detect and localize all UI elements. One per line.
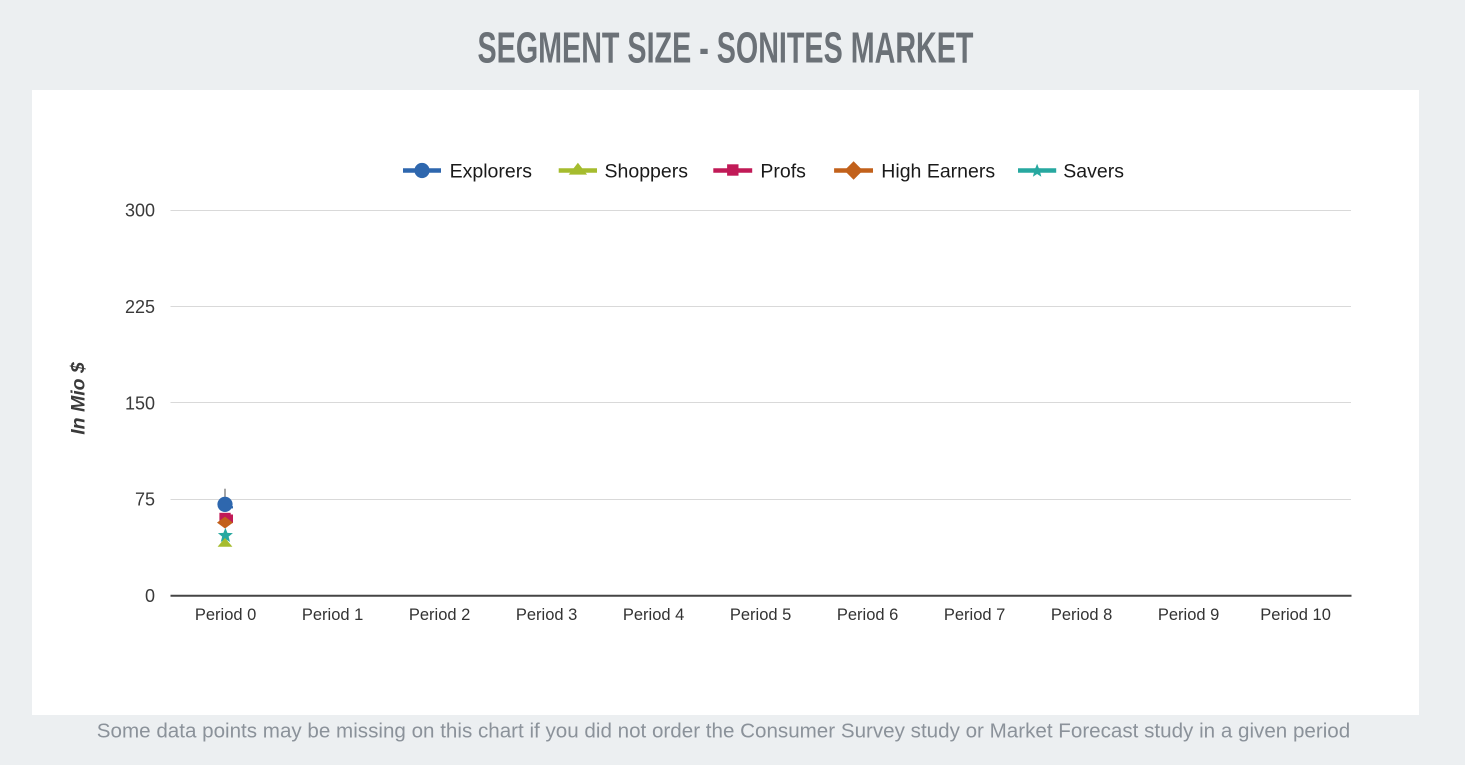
svg-text:75: 75 (135, 490, 155, 510)
svg-text:300: 300 (125, 201, 155, 221)
svg-text:In Mio $: In Mio $ (68, 361, 90, 435)
svg-text:Period 9: Period 9 (1158, 606, 1219, 624)
svg-text:150: 150 (125, 393, 155, 413)
svg-text:225: 225 (125, 297, 155, 317)
svg-text:High Earners: High Earners (881, 161, 995, 183)
svg-text:Period 5: Period 5 (730, 606, 791, 624)
svg-text:Period 1: Period 1 (302, 606, 363, 624)
svg-text:Period 8: Period 8 (1051, 606, 1112, 624)
svg-text:Savers: Savers (1063, 161, 1124, 183)
svg-text:Shoppers: Shoppers (605, 161, 689, 183)
svg-text:0: 0 (145, 586, 155, 606)
svg-text:Period 7: Period 7 (944, 606, 1005, 624)
svg-text:Period 2: Period 2 (409, 606, 470, 624)
svg-text:Some data points may be missin: Some data points may be missing on this … (97, 720, 1350, 743)
svg-text:Period 10: Period 10 (1260, 606, 1331, 624)
svg-text:SEGMENT SIZE - SONITES MARKET: SEGMENT SIZE - SONITES MARKET (478, 24, 974, 72)
svg-text:Explorers: Explorers (450, 161, 533, 183)
svg-text:Period 4: Period 4 (623, 606, 684, 624)
svg-text:Period 0: Period 0 (195, 606, 256, 624)
svg-text:Period 3: Period 3 (516, 606, 577, 624)
svg-text:Profs: Profs (760, 161, 806, 183)
svg-text:Period 6: Period 6 (837, 606, 898, 624)
